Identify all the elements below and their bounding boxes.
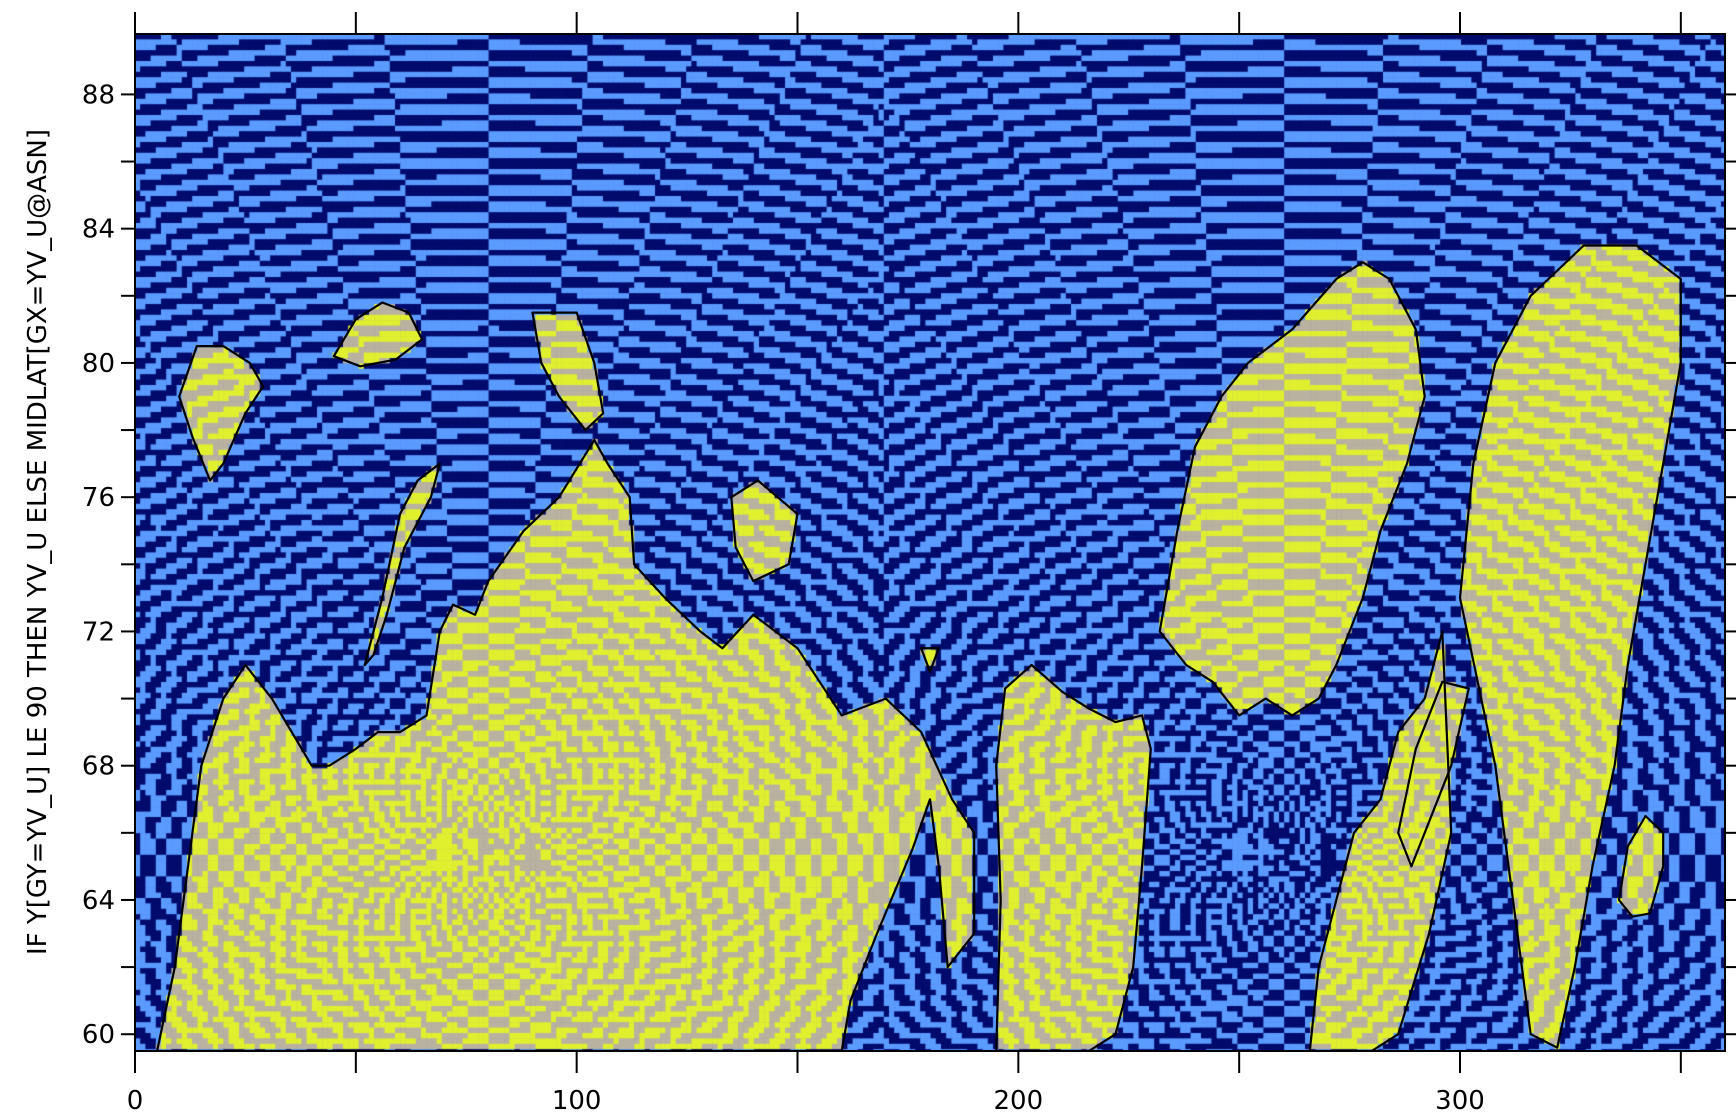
field-pattern-layer xyxy=(135,34,1725,1051)
coastline-severnaya-zemlya xyxy=(531,311,605,432)
x-tick-label: 0 xyxy=(127,1086,144,1114)
y-tick-label: 84 xyxy=(82,215,115,245)
coastline-baffin-island xyxy=(1397,680,1470,868)
y-tick-label: 68 xyxy=(82,752,115,782)
x-tick-label: 100 xyxy=(552,1086,602,1114)
coastline-eurasia xyxy=(156,439,976,1051)
coastline-alaska xyxy=(995,663,1152,1051)
coastline-novaya-zemlya xyxy=(363,462,441,667)
coastline-iceland xyxy=(1617,814,1665,918)
coastline-greenland xyxy=(1458,244,1682,1049)
coastline-wrangel xyxy=(920,647,940,673)
coastline-canadian-arctic-archipelago xyxy=(1158,261,1426,717)
x-tick-label: 300 xyxy=(1435,1086,1485,1114)
y-tick-label: 80 xyxy=(82,349,115,379)
coastline-new-siberian-islands xyxy=(730,479,799,583)
y-axis-label: IF Y[GY=YV_U] LE 90 THEN YV_U ELSE MIDLA… xyxy=(23,129,53,955)
y-tick-label: 76 xyxy=(82,483,115,513)
x-tick-label: 200 xyxy=(994,1086,1044,1114)
y-tick-label: 64 xyxy=(82,886,115,916)
field-raster xyxy=(135,34,1725,1051)
y-tick-label: 60 xyxy=(82,1020,115,1050)
coastline-svalbard xyxy=(178,345,265,482)
coastline-north-america xyxy=(1308,630,1453,1051)
coastline-franz-josef-land xyxy=(332,301,424,368)
axes-layer: 0 100 200 300 60 64 68 72 76 80 84 88 xyxy=(82,12,1736,1114)
coastline-layer xyxy=(156,244,1682,1051)
plot-frame xyxy=(134,33,1726,1052)
y-tick-label: 88 xyxy=(82,80,115,110)
y-tick-label: 72 xyxy=(82,617,115,647)
